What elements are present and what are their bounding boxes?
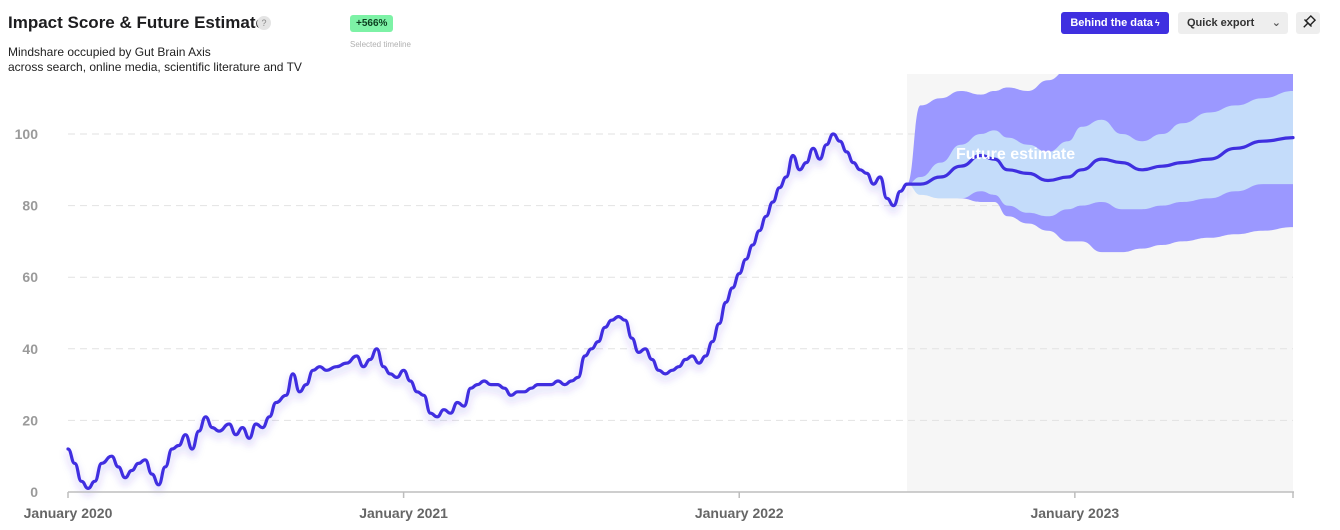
chevron-down-icon: ⌄	[1271, 17, 1281, 29]
y-tick-label: 0	[30, 484, 38, 500]
subtitle-line-1: Mindshare occupied by Gut Brain Axis	[8, 45, 211, 59]
y-tick-label: 40	[22, 341, 38, 357]
subtitle-line-2: across search, online media, scientific …	[8, 60, 302, 74]
page-title: Impact Score & Future Estimate	[8, 13, 265, 32]
chart-subtitle: Mindshare occupied by Gut Brain Axis acr…	[8, 45, 302, 75]
badge-caption: Selected timeline	[350, 40, 411, 49]
x-tick-label: January 2023	[1030, 505, 1119, 521]
pin-button[interactable]	[1296, 12, 1320, 34]
future-estimate-label: Future estimate	[956, 146, 1075, 163]
y-tick-label: 80	[22, 198, 38, 214]
quick-export-button[interactable]: Quick export ⌄	[1178, 12, 1288, 34]
y-tick-label: 60	[22, 269, 38, 285]
future-estimate-line	[905, 136, 1295, 186]
x-tick-label: January 2020	[24, 505, 113, 521]
behind-the-data-label: Behind the data	[1070, 17, 1153, 29]
x-tick-label: January 2021	[359, 505, 448, 521]
pin-icon	[1303, 14, 1317, 28]
forecast-band-inner	[907, 91, 1293, 217]
help-icon[interactable]: ?	[257, 16, 271, 30]
y-tick-label: 20	[22, 412, 38, 428]
x-tick-label: January 2022	[695, 505, 784, 521]
growth-badge: +566%	[350, 15, 394, 32]
y-tick-label: 100	[15, 126, 39, 142]
quick-export-label: Quick export	[1187, 17, 1255, 29]
lightning-icon: ϟ	[1154, 18, 1160, 28]
impact-score-line	[66, 132, 909, 490]
behind-the-data-button[interactable]: Behind the data ϟ	[1061, 12, 1169, 34]
